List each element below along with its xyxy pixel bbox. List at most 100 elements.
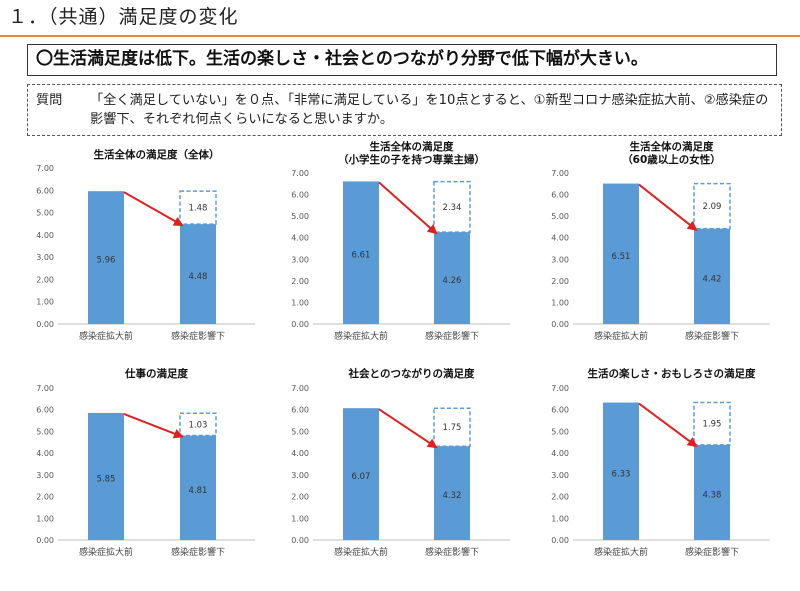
bar-value-label: 6.07 [352, 472, 371, 482]
chart-title: 社会とのつながりの満足度 [348, 367, 475, 380]
bar-value-label: 4.81 [189, 486, 208, 496]
chart-5: 社会とのつながりの満足度 0.00 1.00 2.00 3.00 4.00 5.00 6.00… [291, 367, 510, 558]
bar-2 [694, 228, 730, 324]
decline-arrow [638, 402, 698, 448]
bar-2 [434, 232, 470, 324]
chart-4: 仕事の満足度 0.00 1.00 2.00 3.00 4.00 5.00 6.00 7.00 5.… [36, 367, 255, 558]
page-title: １．（共通）満足度の変化 [8, 6, 239, 28]
bar-1 [343, 181, 379, 324]
y-tick-label: 4.00 [291, 449, 309, 458]
y-tick-label: 5.00 [551, 212, 569, 221]
y-tick-label: 3.00 [551, 471, 569, 480]
decline-arrow [378, 181, 438, 235]
y-tick-label: 0.00 [291, 536, 309, 545]
difference-label: 1.48 [189, 204, 208, 214]
y-tick-label: 3.00 [291, 471, 309, 480]
y-tick-label: 3.00 [291, 255, 309, 264]
y-tick-label: 0.00 [36, 320, 54, 329]
y-tick-label: 0.00 [291, 320, 309, 329]
bar-value-label: 4.32 [443, 491, 462, 501]
chart-subtitle: （60歳以上の女性） [622, 153, 721, 166]
y-tick-label: 7.00 [291, 169, 309, 178]
x-category-label: 感染症拡大前 [79, 546, 133, 558]
y-tick-label: 7.00 [36, 384, 54, 393]
y-tick-label: 7.00 [36, 164, 54, 173]
bar-value-label: 4.48 [189, 272, 208, 282]
x-category-label: 感染症拡大前 [334, 330, 388, 342]
y-tick-label: 1.00 [291, 514, 309, 523]
y-tick-label: 4.00 [291, 234, 309, 243]
y-tick-label: 1.00 [551, 298, 569, 307]
y-tick-label: 1.00 [551, 514, 569, 523]
y-tick-label: 2.00 [291, 493, 309, 502]
y-tick-label: 5.00 [36, 209, 54, 218]
y-tick-label: 5.00 [551, 427, 569, 436]
bar-value-label: 5.96 [97, 256, 116, 266]
y-tick-label: 6.00 [551, 191, 569, 200]
x-category-label: 感染症影響下 [425, 330, 479, 342]
difference-box [433, 180, 471, 233]
bar-1 [88, 191, 124, 324]
chart-subtitle: （小学生の子を持つ専業主婦） [338, 153, 485, 166]
y-tick-label: 7.00 [551, 384, 569, 393]
y-tick-label: 2.00 [36, 493, 54, 502]
bar-2 [180, 435, 216, 540]
chart-2: 生活全体の満足度（小学生の子を持つ専業主婦） 0.00 1.00 2.00 3.00 4.… [291, 140, 510, 342]
difference-label: 1.03 [189, 420, 208, 430]
y-tick-label: 3.00 [551, 255, 569, 264]
question-label: 質問 [36, 93, 63, 108]
x-category-label: 感染症影響下 [425, 546, 479, 558]
y-tick-label: 1.00 [36, 298, 54, 307]
question-text: 「全く満足していない」を０点、「非常に満足している」を10点とすると、①新型コロ… [90, 93, 769, 127]
chart-1: 生活全体の満足度（全体） 0.00 1.00 2.00 3.00 4.00 5.00 6.00… [36, 148, 255, 342]
y-tick-label: 5.00 [291, 427, 309, 436]
bar-2 [180, 224, 216, 324]
y-tick-label: 2.00 [291, 277, 309, 286]
y-tick-label: 1.00 [36, 514, 54, 523]
difference-label: 2.34 [443, 203, 462, 213]
y-tick-label: 5.00 [291, 212, 309, 221]
bar-1 [603, 402, 639, 540]
y-tick-label: 0.00 [36, 536, 54, 545]
bar-1 [88, 412, 124, 540]
bar-1 [603, 183, 639, 324]
y-tick-label: 4.00 [36, 231, 54, 240]
decline-arrow [638, 183, 698, 231]
x-category-label: 感染症拡大前 [79, 330, 133, 342]
y-tick-label: 4.00 [551, 234, 569, 243]
y-tick-label: 4.00 [551, 449, 569, 458]
bar-value-label: 4.26 [443, 276, 462, 286]
question-box: 質問 「全く満足していない」を０点、「非常に満足している」を10点とすると、①新… [27, 84, 782, 136]
y-tick-label: 1.00 [291, 298, 309, 307]
x-category-label: 感染症影響下 [171, 546, 225, 558]
y-tick-label: 0.00 [551, 536, 569, 545]
chart-title: 仕事の満足度 [124, 367, 188, 380]
difference-box [433, 407, 471, 447]
bar-2 [694, 444, 730, 540]
bar-value-label: 6.61 [352, 251, 371, 261]
y-tick-label: 4.00 [36, 449, 54, 458]
y-tick-label: 2.00 [551, 493, 569, 502]
y-tick-label: 7.00 [291, 384, 309, 393]
difference-box [179, 412, 217, 437]
decline-arrow [123, 413, 184, 439]
bar-1 [343, 408, 379, 540]
x-category-label: 感染症拡大前 [594, 330, 648, 342]
difference-box [179, 190, 217, 225]
y-tick-label: 6.00 [551, 406, 569, 415]
chart-title: 生活全体の満足度 [370, 140, 454, 153]
bar-value-label: 6.33 [612, 469, 631, 479]
y-tick-label: 2.00 [551, 277, 569, 286]
chart-3: 生活全体の満足度（60歳以上の女性） 0.00 1.00 2.00 3.00 4.00 5.… [551, 140, 770, 342]
chart-title: 生活全体の満足度（全体） [94, 148, 220, 161]
y-tick-label: 7.00 [551, 169, 569, 178]
bar-value-label: 4.42 [703, 274, 722, 284]
y-tick-label: 3.00 [36, 253, 54, 262]
y-tick-label: 2.00 [36, 275, 54, 284]
bar-value-label: 6.51 [612, 252, 631, 262]
chart-title: 生活の楽しさ・おもしろさの満足度 [588, 367, 756, 380]
chart-6: 生活の楽しさ・おもしろさの満足度 0.00 1.00 2.00 3.00 4.00 5.00… [551, 367, 770, 558]
y-tick-label: 0.00 [551, 320, 569, 329]
y-tick-label: 6.00 [291, 406, 309, 415]
